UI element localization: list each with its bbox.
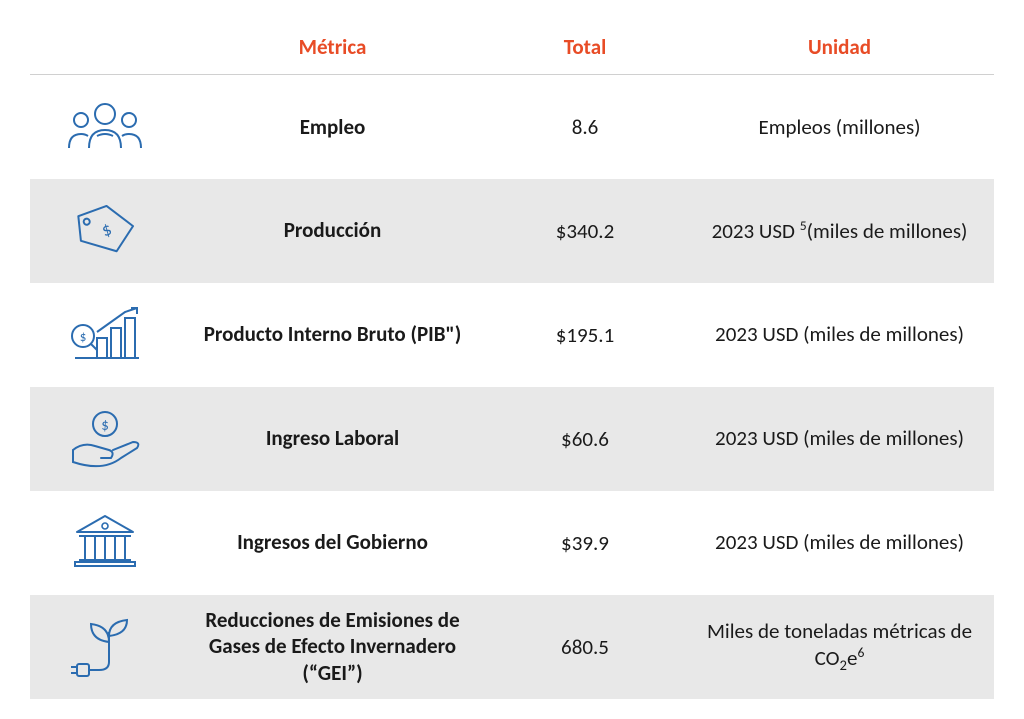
- unit-cell: 2023 USD (miles de millones): [685, 387, 994, 491]
- metric-cell: Producción: [180, 179, 485, 283]
- table-row: Producción$340.22023 USD 5(miles de mill…: [30, 179, 994, 283]
- icon-cell: [30, 595, 180, 699]
- metrics-table: Métrica Total Unidad Empleo8.6Empleos (m…: [30, 20, 994, 699]
- icon-cell: [30, 387, 180, 491]
- unit-cell: Empleos (millones): [685, 75, 994, 179]
- unit-cell: 2023 USD 5(miles de millones): [685, 179, 994, 283]
- header-metric: Métrica: [180, 20, 485, 75]
- metric-cell: Ingreso Laboral: [180, 387, 485, 491]
- metric-cell: Empleo: [180, 75, 485, 179]
- metric-cell: Reducciones de Emisiones de Gases de Efe…: [180, 595, 485, 699]
- table-row: Ingresos del Gobierno$39.92023 USD (mile…: [30, 491, 994, 595]
- chart-icon: [65, 300, 145, 370]
- header-total: Total: [485, 20, 685, 75]
- unit-cell: Miles de toneladas métricas de CO2e6: [685, 595, 994, 699]
- plant-plug-icon: [65, 612, 145, 682]
- icon-cell: [30, 491, 180, 595]
- total-cell: 8.6: [485, 75, 685, 179]
- icon-cell: [30, 283, 180, 387]
- icon-cell: [30, 75, 180, 179]
- table-row: Ingreso Laboral$60.62023 USD (miles de m…: [30, 387, 994, 491]
- table-row: Producto Interno Bruto (PIB")$195.12023 …: [30, 283, 994, 387]
- people-icon: [65, 92, 145, 162]
- table-header-row: Métrica Total Unidad: [30, 20, 994, 75]
- header-unit: Unidad: [685, 20, 994, 75]
- unit-cell: 2023 USD (miles de millones): [685, 283, 994, 387]
- metric-cell: Ingresos del Gobierno: [180, 491, 485, 595]
- hand-coin-icon: [65, 404, 145, 474]
- table-row: Empleo8.6Empleos (millones): [30, 75, 994, 179]
- total-cell: $340.2: [485, 179, 685, 283]
- total-cell: 680.5: [485, 595, 685, 699]
- total-cell: $39.9: [485, 491, 685, 595]
- table-row: Reducciones de Emisiones de Gases de Efe…: [30, 595, 994, 699]
- tag-icon: [65, 196, 145, 266]
- total-cell: $195.1: [485, 283, 685, 387]
- table-body: Empleo8.6Empleos (millones)Producción$34…: [30, 75, 994, 699]
- metric-cell: Producto Interno Bruto (PIB"): [180, 283, 485, 387]
- icon-cell: [30, 179, 180, 283]
- header-icon-col: [30, 20, 180, 75]
- total-cell: $60.6: [485, 387, 685, 491]
- government-icon: [65, 508, 145, 578]
- unit-cell: 2023 USD (miles de millones): [685, 491, 994, 595]
